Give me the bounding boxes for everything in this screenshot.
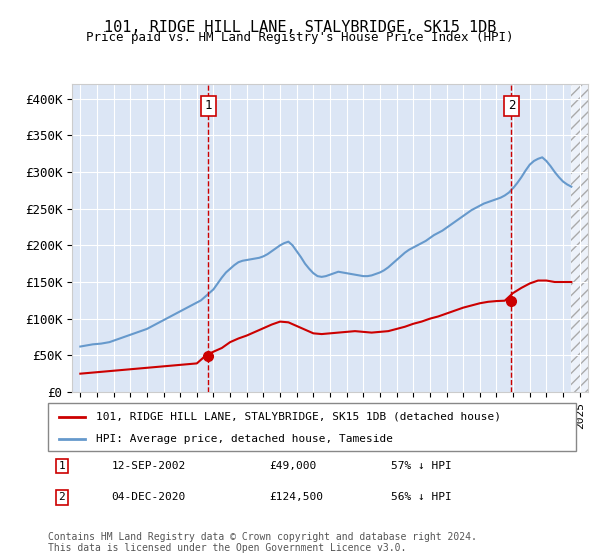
Text: 57% ↓ HPI: 57% ↓ HPI: [391, 461, 452, 471]
Text: 101, RIDGE HILL LANE, STALYBRIDGE, SK15 1DB (detached house): 101, RIDGE HILL LANE, STALYBRIDGE, SK15 …: [95, 412, 500, 422]
Text: This data is licensed under the Open Government Licence v3.0.: This data is licensed under the Open Gov…: [48, 543, 406, 553]
Text: Price paid vs. HM Land Registry's House Price Index (HPI): Price paid vs. HM Land Registry's House …: [86, 31, 514, 44]
Text: 56% ↓ HPI: 56% ↓ HPI: [391, 492, 452, 502]
Text: 2: 2: [508, 100, 515, 113]
Text: HPI: Average price, detached house, Tameside: HPI: Average price, detached house, Tame…: [95, 434, 392, 444]
FancyBboxPatch shape: [48, 403, 576, 451]
Text: 04-DEC-2020: 04-DEC-2020: [112, 492, 185, 502]
Text: 1: 1: [205, 100, 212, 113]
Text: £49,000: £49,000: [270, 461, 317, 471]
Text: 1: 1: [59, 461, 65, 471]
Bar: [571, 84, 588, 392]
Bar: [571, 84, 588, 392]
Text: 101, RIDGE HILL LANE, STALYBRIDGE, SK15 1DB: 101, RIDGE HILL LANE, STALYBRIDGE, SK15 …: [104, 20, 496, 35]
Text: 2: 2: [59, 492, 65, 502]
Text: 12-SEP-2002: 12-SEP-2002: [112, 461, 185, 471]
Text: £124,500: £124,500: [270, 492, 324, 502]
Text: Contains HM Land Registry data © Crown copyright and database right 2024.: Contains HM Land Registry data © Crown c…: [48, 532, 477, 542]
